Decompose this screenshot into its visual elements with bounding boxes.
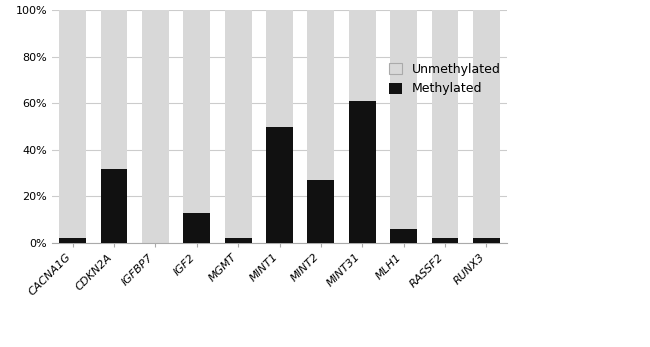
Bar [307, 10, 334, 243]
Bar [432, 238, 458, 243]
Bar [266, 127, 293, 243]
Bar [349, 101, 376, 243]
Bar [225, 238, 252, 243]
Bar [266, 10, 293, 243]
Bar [101, 10, 127, 243]
Bar [349, 10, 376, 243]
Bar [473, 10, 500, 243]
Bar [101, 169, 127, 243]
Bar [473, 238, 500, 243]
Bar [59, 238, 86, 243]
Bar [390, 229, 417, 243]
Bar [307, 180, 334, 243]
Bar [432, 10, 458, 243]
Legend: Unmethylated, Methylated: Unmethylated, Methylated [389, 63, 500, 95]
Bar [59, 10, 86, 243]
Bar [183, 10, 210, 243]
Bar [142, 10, 169, 243]
Bar [225, 10, 252, 243]
Bar [390, 10, 417, 243]
Bar [183, 213, 210, 243]
